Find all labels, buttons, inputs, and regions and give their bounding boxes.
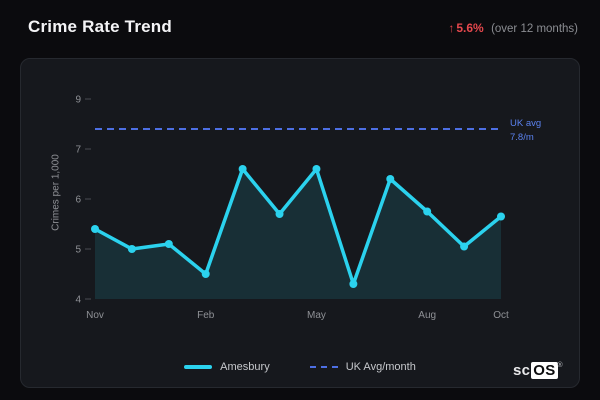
scos-logo: sc OS ®: [513, 362, 563, 379]
line-chart[interactable]: 4 5 6 7 9 Nov Feb May Aug Oct UK avg 7.8/m: [49, 71, 569, 333]
svg-text:Nov: Nov: [86, 310, 104, 321]
legend-item-uk-avg[interactable]: UK Avg/month: [309, 361, 416, 373]
page-title: Crime Rate Trend: [28, 17, 172, 36]
chart-card: Crimes per 1,000 4 5 6 7 9 Nov Feb May Aug Oct UK …: [20, 58, 580, 388]
solid-line-swatch-icon: [184, 365, 213, 369]
delta-value: 5.6%: [456, 21, 484, 35]
svg-text:7.8/m: 7.8/m: [510, 132, 534, 143]
svg-text:May: May: [307, 310, 326, 321]
legend-label: Amesbury: [220, 361, 270, 373]
legend-item-amesbury[interactable]: Amesbury: [184, 361, 270, 373]
svg-text:Feb: Feb: [197, 310, 215, 321]
svg-text:7: 7: [75, 145, 81, 156]
legend-label: UK Avg/month: [345, 361, 416, 373]
svg-text:9: 9: [75, 95, 81, 106]
legend: Amesbury UK Avg/month: [21, 361, 579, 373]
delta-note: (over 12 months): [491, 23, 578, 35]
svg-text:5: 5: [75, 245, 81, 256]
dashed-line-swatch-icon: [309, 366, 338, 368]
up-arrow-icon: ↑: [448, 21, 455, 35]
header: Crime Rate Trend ↑ 5.6% (over 12 months): [0, 0, 600, 37]
registered-mark: ®: [557, 362, 563, 369]
svg-text:4: 4: [75, 295, 81, 306]
delta-stat: ↑ 5.6% (over 12 months): [448, 21, 578, 35]
svg-text:Aug: Aug: [418, 310, 436, 321]
logo-text-sc: sc: [512, 362, 531, 379]
svg-text:6: 6: [75, 195, 81, 206]
logo-text-os: OS: [531, 362, 558, 379]
svg-text:Oct: Oct: [493, 310, 509, 321]
svg-text:UK avg: UK avg: [510, 118, 541, 129]
